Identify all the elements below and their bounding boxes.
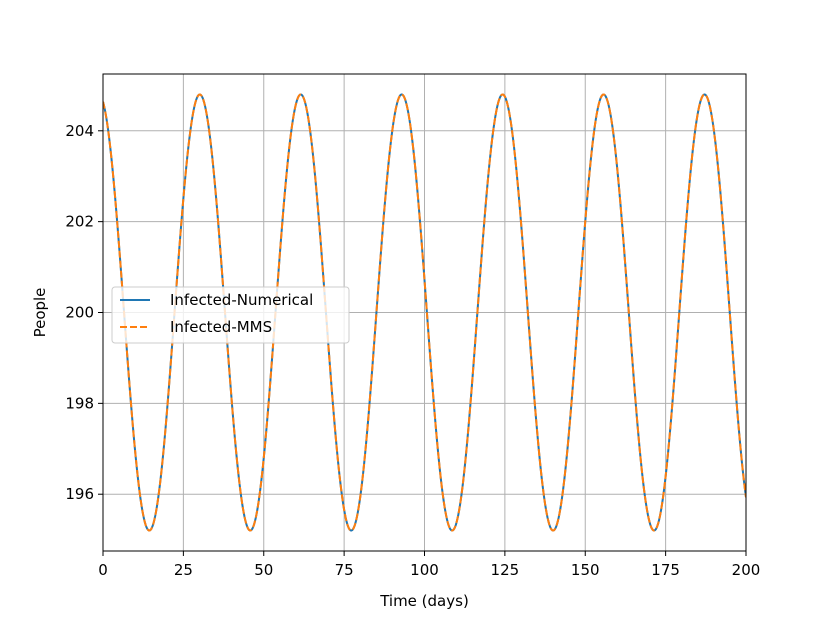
legend: Infected-Numerical Infected-MMS — [111, 286, 350, 344]
y-tick-label: 200 — [65, 304, 94, 322]
x-tick-label: 200 — [732, 561, 761, 579]
legend-box — [111, 286, 350, 344]
legend-label-numerical: Infected-Numerical — [170, 291, 313, 309]
x-tick-label: 150 — [571, 561, 600, 579]
x-tick-label: 100 — [410, 561, 439, 579]
series-layer — [103, 93, 746, 532]
x-tick-label: 0 — [98, 561, 108, 579]
y-tick-label: 204 — [65, 122, 94, 140]
x-axis: 0 25 50 75 100 125 150 175 200 — [98, 551, 760, 579]
y-axis: 196 198 200 202 204 — [65, 122, 103, 503]
y-tick-label: 202 — [65, 213, 94, 231]
series-line-mms — [103, 93, 746, 532]
x-tick-label: 50 — [254, 561, 273, 579]
legend-label-mms: Infected-MMS — [170, 318, 272, 336]
x-axis-label: Time (days) — [379, 592, 469, 610]
x-tick-label: 25 — [174, 561, 193, 579]
y-axis-label: People — [31, 288, 49, 338]
x-tick-label: 125 — [491, 561, 520, 579]
y-tick-label: 198 — [65, 394, 94, 412]
x-tick-label: 175 — [651, 561, 680, 579]
y-tick-label: 196 — [65, 485, 94, 503]
x-tick-label: 75 — [335, 561, 354, 579]
